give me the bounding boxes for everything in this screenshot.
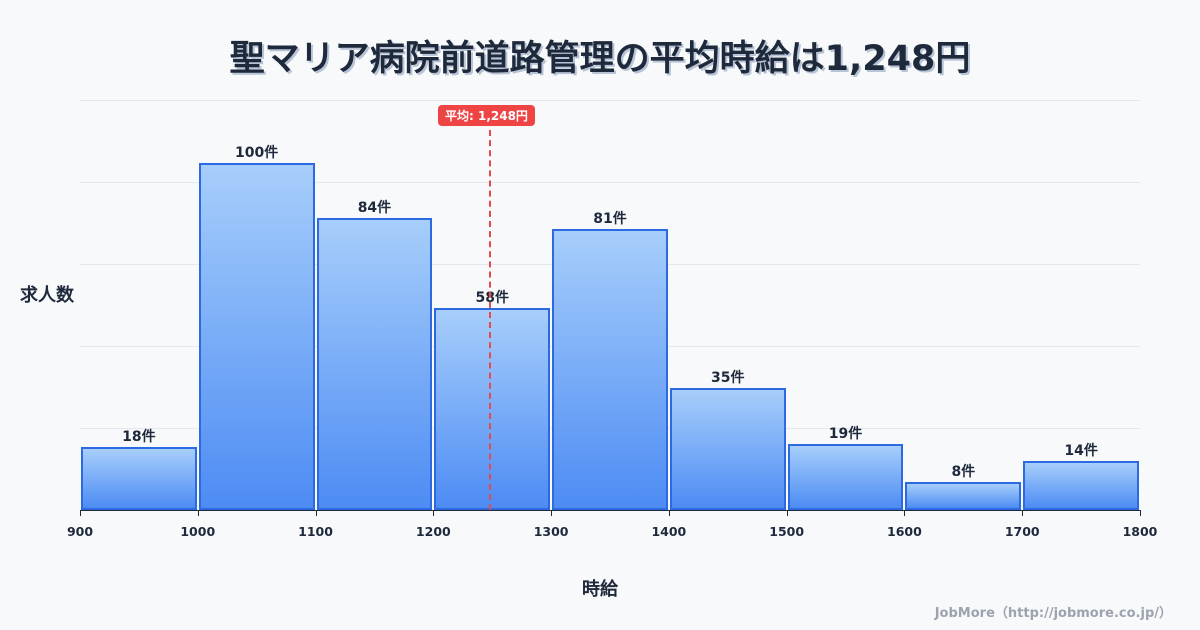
x-tick-label: 1800 [1122,524,1158,539]
x-tick-label: 1500 [769,524,805,539]
histogram-bar [669,388,786,510]
plot-area: 18件 100件 84件 58件 81件 35件 19件 8件 14件 [80,100,1140,510]
gridline [80,100,1140,101]
x-tick-label: 1600 [887,524,922,539]
x-axis-line [80,510,1140,511]
bar-value-label: 58件 [475,290,509,307]
x-tick [1022,510,1024,516]
bar-value-label: 19件 [828,425,863,442]
x-tick-label: 1000 [180,524,216,539]
x-tick-label: 1400 [651,524,687,539]
histogram-bar [198,162,315,510]
mean-badge: 平均: 1,248円 [438,105,535,126]
x-tick [551,510,553,516]
chart-title: 聖マリア病院前道路管理の平均時給は1,248円 [229,39,971,79]
bar-value-label: 35件 [711,370,745,387]
x-tick [80,510,81,516]
histogram-bar [434,308,551,510]
x-tick [315,510,317,516]
x-tick [197,510,199,516]
x-tick-label: 1100 [298,524,333,539]
mean-line [489,130,491,510]
x-tick-label: 1300 [533,524,569,539]
x-tick [904,510,906,516]
y-axis-label: 求人数 [20,285,74,306]
x-tick [433,510,435,516]
x-tick-label: 900 [66,524,94,539]
histogram-bar [552,228,668,510]
histogram-bar [787,443,904,510]
x-tick [668,510,670,516]
bar-value-label: 100件 [235,144,279,161]
bar-value-label: 8件 [951,464,976,481]
x-axis-label: 時給 [582,579,618,600]
x-tick-label: 1200 [415,524,451,539]
gridline [80,182,1140,183]
histogram-bar [316,218,433,510]
histogram-bar [905,482,1022,510]
histogram-bar [81,447,197,510]
x-tick [786,510,788,516]
credit-link[interactable]: JobMore（http://jobmore.co.jp/） [934,606,1172,621]
x-tick [1140,510,1141,516]
histogram-bar [1023,461,1139,510]
x-tick-label: 1700 [1004,524,1040,539]
bar-value-label: 18件 [122,429,156,446]
bar-value-label: 81件 [593,210,627,227]
bar-value-label: 14件 [1064,443,1098,460]
bar-value-label: 84件 [357,200,392,217]
